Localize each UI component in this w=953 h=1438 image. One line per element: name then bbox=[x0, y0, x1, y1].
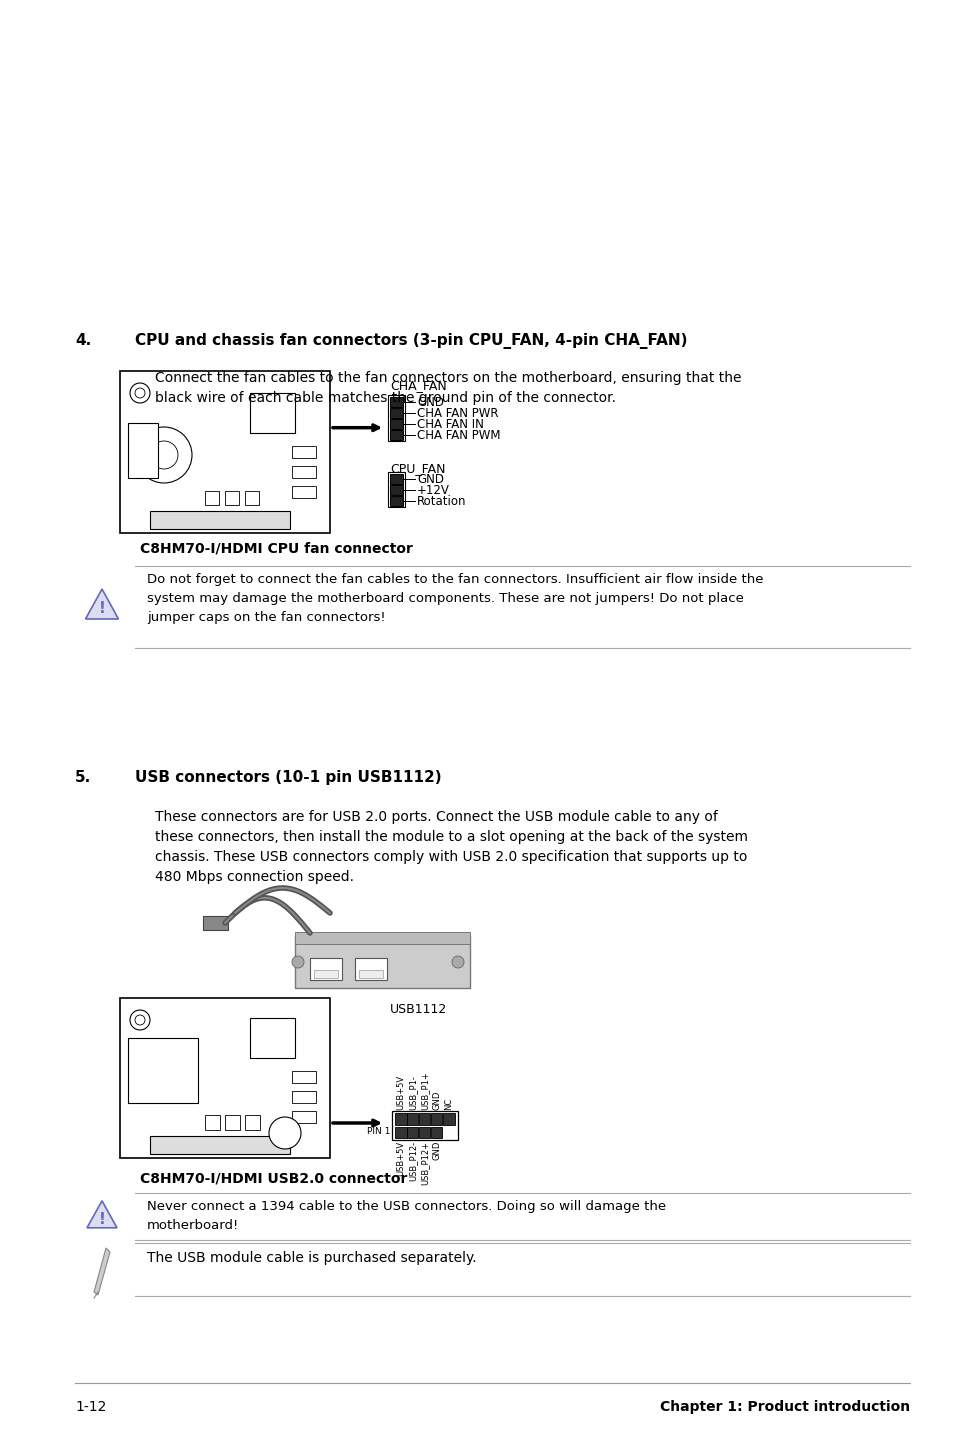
Bar bbox=[292, 1091, 315, 1103]
Bar bbox=[407, 1126, 418, 1137]
Bar bbox=[358, 971, 382, 978]
Text: CHA FAN PWM: CHA FAN PWM bbox=[416, 429, 500, 441]
Bar bbox=[245, 490, 258, 505]
Bar bbox=[292, 486, 315, 498]
Circle shape bbox=[150, 441, 178, 469]
Text: NC: NC bbox=[444, 1097, 453, 1110]
Text: CHA FAN IN: CHA FAN IN bbox=[416, 418, 483, 431]
Text: USB+5V: USB+5V bbox=[395, 1074, 405, 1110]
Text: 5.: 5. bbox=[75, 769, 91, 785]
Bar bbox=[392, 1112, 457, 1140]
Bar bbox=[292, 446, 315, 457]
Bar bbox=[407, 1113, 418, 1125]
Text: GND: GND bbox=[416, 473, 443, 486]
Text: Never connect a 1394 cable to the USB connectors. Doing so will damage the
mothe: Never connect a 1394 cable to the USB co… bbox=[147, 1199, 665, 1232]
Text: These connectors are for USB 2.0 ports. Connect the USB module cable to any of
t: These connectors are for USB 2.0 ports. … bbox=[154, 810, 747, 884]
Text: GND: GND bbox=[416, 395, 443, 408]
Text: USB+5V: USB+5V bbox=[395, 1140, 405, 1176]
Text: USB_P1+: USB_P1+ bbox=[420, 1071, 429, 1110]
Text: C8HM70-I/HDMI USB2.0 connector: C8HM70-I/HDMI USB2.0 connector bbox=[140, 1172, 407, 1186]
Bar bbox=[128, 1038, 198, 1103]
Text: Chapter 1: Product introduction: Chapter 1: Product introduction bbox=[659, 1401, 909, 1414]
Circle shape bbox=[135, 1015, 145, 1025]
Text: !: ! bbox=[98, 1211, 106, 1227]
Text: USB_P12-: USB_P12- bbox=[408, 1140, 416, 1181]
Bar bbox=[225, 490, 239, 505]
Bar bbox=[294, 936, 470, 988]
Text: PIN 1: PIN 1 bbox=[366, 1127, 390, 1136]
Bar bbox=[120, 998, 330, 1158]
Bar bbox=[390, 430, 402, 440]
Bar bbox=[388, 395, 405, 441]
Circle shape bbox=[292, 956, 304, 968]
Text: !: ! bbox=[98, 601, 106, 617]
Text: CHA_FAN: CHA_FAN bbox=[390, 380, 446, 393]
Text: CHA FAN PWR: CHA FAN PWR bbox=[416, 407, 498, 420]
Bar bbox=[225, 1114, 240, 1130]
Text: USB_P12+: USB_P12+ bbox=[420, 1140, 429, 1185]
Bar bbox=[203, 916, 228, 930]
Bar bbox=[294, 932, 470, 943]
Bar bbox=[250, 393, 294, 433]
Circle shape bbox=[130, 383, 150, 403]
Bar bbox=[205, 1114, 220, 1130]
Bar bbox=[245, 1114, 260, 1130]
Bar bbox=[388, 473, 405, 508]
Bar bbox=[395, 1113, 406, 1125]
Bar bbox=[390, 486, 402, 495]
Text: 1-12: 1-12 bbox=[75, 1401, 107, 1414]
Bar bbox=[150, 510, 290, 529]
Text: CPU_FAN: CPU_FAN bbox=[390, 462, 445, 475]
Bar bbox=[390, 475, 402, 485]
Bar bbox=[150, 1136, 290, 1155]
Circle shape bbox=[269, 1117, 301, 1149]
Bar bbox=[314, 971, 337, 978]
Bar bbox=[310, 958, 341, 981]
Text: 4.: 4. bbox=[75, 334, 91, 348]
Text: USB1112: USB1112 bbox=[390, 1002, 447, 1017]
Bar bbox=[390, 397, 402, 407]
Circle shape bbox=[136, 427, 192, 483]
Bar bbox=[390, 408, 402, 418]
Bar bbox=[418, 1113, 430, 1125]
Bar bbox=[390, 420, 402, 429]
Text: GND: GND bbox=[432, 1140, 441, 1160]
Circle shape bbox=[135, 388, 145, 398]
Polygon shape bbox=[94, 1248, 110, 1296]
Polygon shape bbox=[86, 590, 118, 618]
Bar bbox=[120, 371, 330, 533]
Text: Rotation: Rotation bbox=[416, 495, 466, 508]
Bar bbox=[418, 1126, 430, 1137]
Bar bbox=[431, 1126, 442, 1137]
Circle shape bbox=[452, 956, 463, 968]
Bar bbox=[128, 423, 158, 477]
Text: USB_P1-: USB_P1- bbox=[408, 1076, 416, 1110]
Bar bbox=[205, 490, 219, 505]
Bar bbox=[292, 466, 315, 477]
Text: CPU and chassis fan connectors (3-pin CPU_FAN, 4-pin CHA_FAN): CPU and chassis fan connectors (3-pin CP… bbox=[135, 334, 687, 349]
Bar bbox=[390, 496, 402, 506]
Bar bbox=[355, 958, 387, 981]
Bar bbox=[431, 1113, 442, 1125]
Text: USB connectors (10-1 pin USB1112): USB connectors (10-1 pin USB1112) bbox=[135, 769, 441, 785]
Polygon shape bbox=[87, 1201, 117, 1228]
Text: The USB module cable is purchased separately.: The USB module cable is purchased separa… bbox=[147, 1251, 476, 1265]
Bar bbox=[292, 1112, 315, 1123]
Text: C8HM70-I/HDMI CPU fan connector: C8HM70-I/HDMI CPU fan connector bbox=[140, 542, 413, 557]
Text: Do not forget to connect the fan cables to the fan connectors. Insufficient air : Do not forget to connect the fan cables … bbox=[147, 572, 762, 624]
Bar bbox=[442, 1113, 454, 1125]
Circle shape bbox=[130, 1009, 150, 1030]
Bar bbox=[292, 1071, 315, 1083]
Text: Connect the fan cables to the fan connectors on the motherboard, ensuring that t: Connect the fan cables to the fan connec… bbox=[154, 371, 740, 406]
Bar bbox=[395, 1126, 406, 1137]
Text: +12V: +12V bbox=[416, 483, 450, 496]
Bar bbox=[250, 1018, 294, 1058]
Text: GND: GND bbox=[432, 1090, 441, 1110]
